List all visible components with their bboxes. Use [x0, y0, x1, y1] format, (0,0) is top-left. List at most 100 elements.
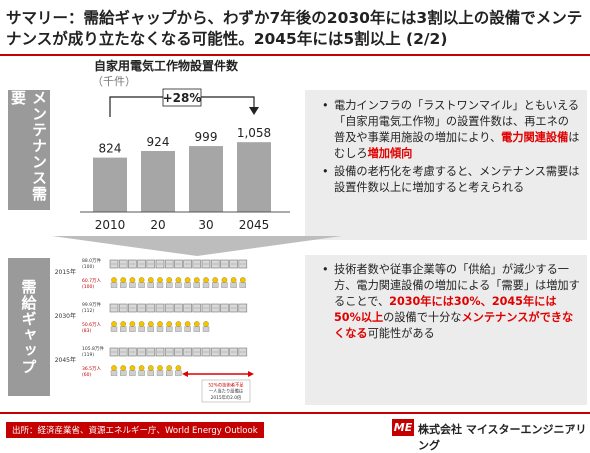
demand-bullet-1: 電力インフラの「ラストワンマイル」ともいえる「自家用電気工作物」の設置件数は、再… [322, 98, 580, 162]
shortage-callout-line: 一人当たり設備は [209, 388, 244, 395]
page-title: サマリー：需給ギャップから、わずか7年後の2030年には3割以上の設備でメンテナ… [6, 9, 583, 48]
worker-icon [120, 365, 126, 371]
worker-icon [239, 277, 246, 283]
bar-20 [141, 151, 175, 212]
worker-icon [148, 277, 154, 283]
category-label: 20 [150, 218, 165, 232]
worker-icon [148, 365, 154, 371]
worker-icon [129, 321, 136, 327]
worker-icon [221, 277, 228, 283]
demand-bullet-1-part-4: 増加傾向 [367, 147, 413, 160]
gap-demand-label: (119) [82, 352, 94, 358]
bar-value-label: 1,058 [237, 126, 271, 140]
gap-bullets: 技術者数や従事企業等の「供給」が減少する一方、電力関連設備の増加による「需要」は… [322, 262, 580, 344]
worker-icon [193, 321, 200, 327]
bar-2010 [93, 157, 127, 212]
category-label: 2010 [95, 218, 126, 232]
shortage-callout-line: 52%の技術者不足 [208, 382, 244, 389]
worker-icon [175, 277, 182, 283]
worker-icon [138, 277, 145, 283]
gap-bullet-1-part-3: の設備で十分な [383, 311, 462, 324]
worker-icon [120, 321, 126, 327]
demand-bullets: 電力インフラの「ラストワンマイル」ともいえる「自家用電気工作物」の設置件数は、再… [322, 98, 580, 198]
gap-supply-label: 50.6万人 [82, 322, 102, 328]
gap-supply-label: (100) [82, 284, 94, 290]
gap-row-year: 2015年 [55, 268, 76, 276]
bar-30 [189, 146, 223, 212]
worker-icon [212, 277, 218, 283]
page-number: 7 [570, 424, 576, 434]
category-label: 30 [198, 218, 213, 232]
demand-bullet-1-part-2: 電力関連設備 [501, 131, 569, 144]
gap-bullet-1: 技術者数や従事企業等の「供給」が減少する一方、電力関連設備の増加による「需要」は… [322, 262, 580, 342]
worker-icon [166, 365, 172, 371]
demand-bullet-1-part-3: はむしろ [334, 131, 580, 160]
worker-icon [111, 365, 117, 371]
down-arrow [52, 236, 342, 256]
gap-bullet-1-part-4: メンテナンスができなくなる [334, 311, 574, 340]
worker-icon [129, 277, 136, 283]
worker-icon [230, 277, 237, 283]
gap-row-year: 2045年 [55, 356, 76, 364]
gap-section-label: 需給ギャップ [8, 258, 50, 396]
footer: 出所：経済産業省、資源エネルギー庁、World Energy Outlook M… [0, 412, 590, 452]
growth-annotation-label: +28% [163, 91, 202, 105]
worker-icon [166, 277, 172, 283]
installations-bar-chart: 824 924 999 1,058 2010 20 30 2045 +28% [80, 88, 290, 232]
gap-illustration: 2015年88.0万件(100)60.7万人(100)2030年99.9万件(1… [55, 257, 254, 403]
worker-icon [111, 277, 117, 283]
worker-icon [129, 365, 136, 371]
gap-row-2045年: 2045年 105.8万件(119) 36.5万人(60) [55, 345, 248, 378]
gap-supply-label: 36.5万人 [82, 366, 102, 372]
worker-icon [138, 321, 145, 327]
worker-icon [157, 277, 163, 283]
worker-icon [203, 277, 209, 283]
gap-demand-label: 105.8万件 [82, 345, 104, 352]
chart-title: 自家用電気工作物設置件数 [94, 59, 239, 73]
gap-row-year: 2030年 [55, 312, 76, 320]
bar-value-label: 999 [195, 130, 218, 144]
gap-row-2030年: 2030年 99.9万件(112) 50.6万人(83) [55, 301, 248, 334]
gap-bullet-1-part-5: 可能性がある [367, 327, 435, 340]
demand-bullet-2: 設備の老朽化を考慮すると、メンテナンス需要は設置件数以上に増加すると考えられる [322, 164, 580, 196]
title-divider [0, 54, 590, 56]
worker-icon [175, 365, 182, 371]
worker-icon [184, 277, 191, 283]
chart-unit: （千件） [92, 75, 136, 88]
worker-icon [138, 365, 145, 371]
worker-icon [157, 321, 163, 327]
shortage-callout-line: 2015年の2.0倍 [211, 394, 242, 401]
gap-bullet-1-part-2: 2030年には30%、2045年には50%以上 [334, 295, 557, 324]
worker-icon [166, 321, 172, 327]
category-label: 2045 [239, 218, 270, 232]
bar-value-label: 824 [99, 142, 122, 156]
gap-supply-label: (83) [82, 328, 91, 334]
demand-bullet-1-part-1: 電力インフラの「ラストワンマイル」ともいえる「自家用電気工作物」の設置件数は、再… [334, 99, 580, 144]
gap-supply-label: (60) [82, 372, 91, 378]
demand-bullet-2-part-1: 設備の老朽化を考慮すると、メンテナンス需要は設置件数以上に増加すると考えられる [334, 165, 580, 194]
gap-demand-label: 88.0万件 [82, 257, 102, 264]
gap-demand-label: (112) [82, 308, 94, 314]
worker-icon [175, 321, 182, 327]
shortage-arrow [182, 371, 254, 377]
gap-demand-label: (100) [82, 264, 94, 270]
worker-icon [148, 321, 154, 327]
worker-icon [111, 321, 117, 327]
gap-demand-label: 99.9万件 [82, 301, 102, 308]
worker-icon [184, 321, 191, 327]
worker-icon [120, 277, 126, 283]
bar-value-label: 924 [147, 135, 170, 149]
gap-bullet-1-part-1: 技術者数や従事企業等の「供給」が減少する一方、電力関連設備の増加による「需要」は… [334, 263, 580, 308]
company-logo-icon: ME [392, 419, 414, 436]
gap-supply-label: 60.7万人 [82, 278, 102, 284]
worker-icon [203, 321, 209, 327]
growth-annotation: +28% [109, 88, 259, 117]
footer-source: 出所：経済産業省、資源エネルギー庁、World Energy Outlook [6, 422, 264, 438]
company-name: 株式会社 マイスターエンジニアリング [418, 423, 587, 452]
worker-icon [193, 277, 200, 283]
demand-section-label: メンテナンス需要 [8, 90, 50, 210]
worker-icon [157, 365, 163, 371]
bar-2045 [237, 142, 271, 212]
